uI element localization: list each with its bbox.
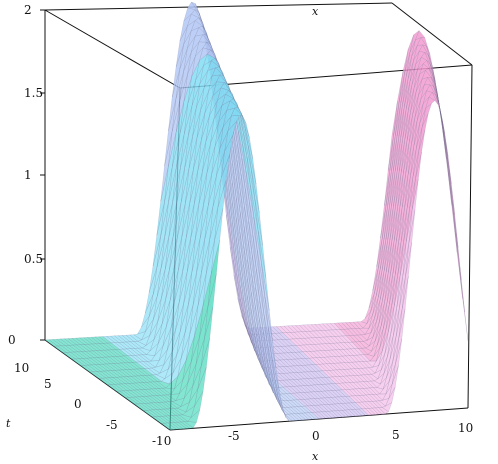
t-tick-label: 0	[74, 397, 82, 411]
t-tick-label: 10	[14, 361, 29, 375]
z-tick-label: 0	[8, 333, 16, 347]
t-axis-ticks: 10 5 0 -5	[14, 361, 118, 432]
x-tick-label: 0	[312, 429, 320, 443]
x-axis-label-top: x	[312, 5, 319, 18]
surface-patch	[459, 266, 469, 341]
t-axis-label: t	[6, 417, 11, 430]
x-tick-label: 10	[458, 421, 473, 435]
x-tick-label: -5	[228, 429, 240, 443]
z-tick-label: 2	[24, 3, 32, 17]
surface	[44, 1, 469, 430]
z-axis-ticks: 0 0.5 1 1.5 2	[8, 3, 45, 347]
z-tick-label: 1.5	[24, 86, 43, 100]
x-axis-ticks: -10 -5 0 5 10	[152, 421, 473, 448]
x-tick-label: 5	[392, 428, 400, 442]
z-tick-label: 1	[24, 168, 32, 182]
t-tick-label: -5	[106, 418, 118, 432]
t-tick-label: 5	[44, 377, 52, 391]
x-tick-label: -10	[152, 434, 171, 448]
z-tick-label: 0.5	[24, 252, 43, 266]
x-axis-label: x	[312, 450, 319, 463]
